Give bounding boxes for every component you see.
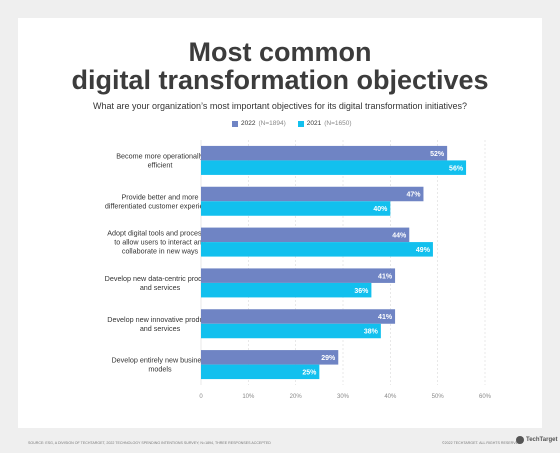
bar-2022	[201, 350, 339, 365]
legend-n-2021: (N=1650)	[324, 120, 352, 127]
bar-2022	[201, 186, 424, 202]
bar-2021	[201, 160, 467, 175]
legend-item-2022: 2022 (N=1894)	[232, 120, 286, 127]
bar-value-label: 41%	[378, 314, 393, 321]
techtarget-logo: TechTarget	[516, 436, 557, 444]
bar-2021	[201, 282, 372, 298]
category-label: and services	[140, 324, 181, 333]
category-label: models	[148, 365, 172, 374]
category-label: Become more operationally	[116, 151, 204, 160]
x-tick-label: 10%	[242, 394, 255, 400]
bar-value-label: 44%	[392, 232, 407, 239]
category-label: Provide better and more	[121, 192, 198, 201]
category-label: Develop new innovative products	[107, 315, 213, 324]
category-label: and services	[140, 283, 181, 292]
bar-value-label: 41%	[378, 273, 393, 280]
legend-year-2022: 2022	[241, 120, 256, 127]
chart-subtitle: What are your organization’s most import…	[92, 101, 467, 111]
legend-year-2021: 2021	[306, 120, 322, 127]
bar-2021	[201, 364, 320, 380]
x-tick-label: 50%	[432, 394, 445, 400]
source-note: SOURCE: ESG, A DIVISION OF TECHTARGET, 2…	[28, 441, 271, 445]
bar-value-label: 38%	[364, 329, 379, 336]
x-tick-label: 0	[199, 394, 203, 400]
bar-value-label: 29%	[321, 355, 336, 362]
x-tick-label: 30%	[337, 394, 350, 400]
logo-mark-icon	[516, 436, 524, 444]
category-label: to allow users to interact and	[114, 238, 206, 247]
copyright-note: ©2022 TECHTARGET. ALL RIGHTS RESERVED	[442, 441, 521, 445]
bar-value-label: 52%	[430, 151, 445, 158]
legend: 2022 (N=1894) 2021 (N=1650)	[232, 120, 352, 127]
legend-swatch-2022	[232, 120, 238, 127]
legend-n-2022: (N=1894)	[258, 120, 286, 127]
bar-2022	[201, 309, 396, 324]
bar-2021	[201, 323, 381, 339]
bar-value-label: 40%	[373, 206, 388, 213]
bar-value-label: 49%	[416, 247, 431, 254]
x-tick-label: 20%	[290, 394, 303, 400]
legend-item-2021: 2021 (N=1650)	[297, 120, 352, 127]
bar-2022	[201, 227, 410, 243]
bar-2021	[201, 242, 433, 257]
x-tick-label: 60%	[479, 394, 492, 400]
legend-swatch-2021	[297, 120, 304, 127]
bar-value-label: 36%	[354, 288, 369, 295]
category-label: Develop entirely new business	[111, 356, 208, 365]
bar-2022	[201, 268, 396, 283]
title-line-2: digital transformation objectives	[71, 65, 489, 95]
category-label: efficient	[148, 160, 173, 169]
bar-value-label: 25%	[302, 369, 317, 376]
bar-2022	[201, 145, 448, 161]
category-label: Adopt digital tools and processes	[107, 229, 213, 238]
category-label: Develop new data-centric products	[105, 274, 216, 283]
chart-title: Most common digital transformation objec…	[0, 38, 560, 94]
bar-2021	[201, 201, 391, 216]
category-label: collaborate in new ways	[122, 247, 199, 256]
logo-text: TechTarget	[526, 437, 558, 443]
title-line-1: Most common	[188, 37, 372, 67]
bar-value-label: 56%	[449, 165, 464, 172]
bar-value-label: 47%	[406, 192, 421, 199]
category-label: differentiated customer experience	[105, 201, 215, 210]
x-tick-label: 40%	[384, 394, 397, 400]
